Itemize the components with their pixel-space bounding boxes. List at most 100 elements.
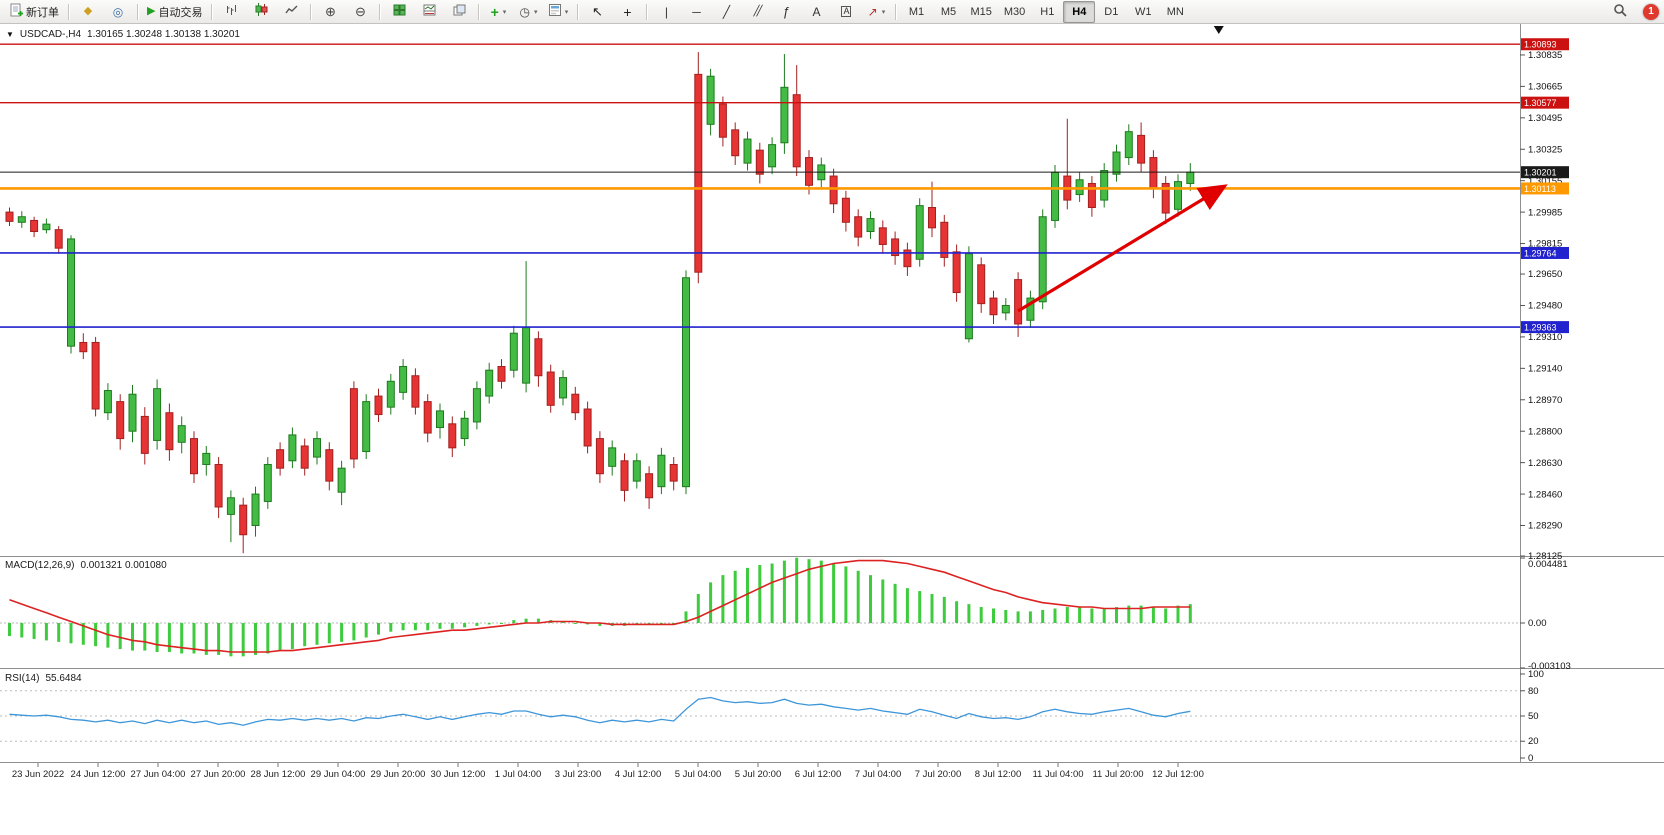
arrows-icon: ↗ xyxy=(867,4,878,19)
time-tick-label: 30 Jun 12:00 xyxy=(431,769,486,780)
macd-bar xyxy=(131,622,134,651)
trend-arrow[interactable] xyxy=(1017,184,1228,313)
chart-ohlc-values: 1.30165 1.30248 1.30138 1.30201 xyxy=(87,29,240,40)
tile-windows-button[interactable] xyxy=(384,1,414,23)
chart-expander-icon[interactable]: ▼ xyxy=(6,30,14,39)
price-tick-label: 1.29985 xyxy=(1528,207,1562,218)
rsi-scale-label: 80 xyxy=(1528,686,1539,697)
macd-bar xyxy=(758,564,762,623)
time-axis[interactable] xyxy=(0,763,1520,783)
text-button[interactable]: A xyxy=(801,1,831,23)
candle xyxy=(1161,182,1170,214)
candle xyxy=(448,423,457,449)
candle xyxy=(522,327,531,384)
toolbar-separator xyxy=(478,3,480,20)
price-scale[interactable] xyxy=(1521,24,1664,762)
candle xyxy=(805,157,813,186)
zoom-in-button[interactable]: ⊕ xyxy=(315,1,345,23)
macd-bar xyxy=(401,622,405,631)
timeframe-m5-button[interactable]: M5 xyxy=(940,5,957,18)
candle xyxy=(743,138,752,164)
zoom-in-icon: ⊕ xyxy=(325,4,336,19)
trendline-button[interactable]: ╱ xyxy=(711,1,741,23)
timeframe-h4-button[interactable]: H4 xyxy=(1063,0,1096,23)
candle xyxy=(595,438,604,475)
time-tick-label: 11 Jul 04:00 xyxy=(1032,769,1083,780)
time-tick-label: 23 Jun 2022 xyxy=(12,769,64,780)
time-tick-label: 6 Jul 12:00 xyxy=(795,769,841,780)
price-tick-label: 1.29480 xyxy=(1528,301,1562,312)
indicator-window-button[interactable] xyxy=(414,1,444,23)
templates-button[interactable]: ▾ xyxy=(543,1,573,23)
candle xyxy=(915,205,924,260)
arrange-windows-button[interactable] xyxy=(444,1,474,23)
horizontal-line-button[interactable]: ─ xyxy=(681,1,711,23)
candle xyxy=(325,449,334,482)
search-button[interactable] xyxy=(1605,1,1635,23)
auto-trading-button[interactable]: ▶ 自动交易 xyxy=(142,1,207,23)
notification-badge[interactable]: 1 xyxy=(1643,3,1659,20)
macd-bar xyxy=(881,579,885,623)
timeframe-m15-button[interactable]: M15 xyxy=(970,5,992,18)
zoom-out-button[interactable]: ⊖ xyxy=(345,1,375,23)
chevron-down-icon: ▾ xyxy=(533,8,538,16)
candlestick-series xyxy=(5,52,1195,554)
timeframe-d1-button[interactable]: D1 xyxy=(1104,5,1119,18)
candlestick-chart-button[interactable] xyxy=(246,1,276,23)
macd-bar xyxy=(315,622,319,645)
periods-button[interactable]: ◷ ▾ xyxy=(513,1,543,23)
macd-values: 0.001321 0.001080 xyxy=(80,560,167,571)
macd-bar xyxy=(782,560,786,623)
macd-bar xyxy=(500,622,503,624)
candle xyxy=(583,408,592,447)
macd-bar xyxy=(450,622,454,629)
candle xyxy=(67,238,75,347)
candle xyxy=(1124,131,1133,159)
candle xyxy=(300,445,309,469)
macd-bar xyxy=(180,622,184,654)
macd-bar xyxy=(278,622,282,651)
candle xyxy=(534,338,543,377)
chevron-down-icon: ▾ xyxy=(502,8,507,16)
candle xyxy=(472,388,481,423)
timeframe-m30-button[interactable]: M30 xyxy=(1003,5,1026,18)
equidistant-channel-button[interactable]: ╱╱ xyxy=(741,1,771,23)
timeframe-m1-button[interactable]: M1 xyxy=(908,5,925,18)
price-tick-label: 1.28630 xyxy=(1528,458,1562,469)
candle xyxy=(91,341,100,410)
macd-bar xyxy=(672,622,676,624)
macd-bar xyxy=(290,622,294,650)
candle xyxy=(54,229,63,249)
macd-bar xyxy=(598,622,602,626)
macd-bar xyxy=(1028,611,1032,623)
cursor-button[interactable]: ↖ xyxy=(582,1,612,23)
indicators-icon: + xyxy=(490,3,499,20)
time-tick-label: 1 Jul 04:00 xyxy=(495,769,541,780)
line-chart-button[interactable] xyxy=(276,1,306,23)
fibonacci-button[interactable]: ƒ xyxy=(771,1,801,23)
new-order-button[interactable]: 新订单 xyxy=(5,1,64,23)
vertical-line-button[interactable]: | xyxy=(651,1,681,23)
timeframe-mn-button[interactable]: MN xyxy=(1166,5,1184,18)
chart-shift-marker[interactable] xyxy=(1213,26,1224,34)
market-watch-button[interactable]: ◆ xyxy=(73,1,103,23)
macd-bar xyxy=(192,622,196,654)
bar-chart-button[interactable] xyxy=(216,1,246,23)
candle xyxy=(190,438,198,475)
navigator-button[interactable]: ◎ xyxy=(103,1,133,23)
macd-bar xyxy=(844,566,848,623)
macd-bar xyxy=(1004,609,1008,623)
crosshair-button[interactable]: + xyxy=(612,1,642,23)
price-tag-label: 1.29764 xyxy=(1524,248,1557,258)
rsi-value: 55.6484 xyxy=(45,673,82,684)
toolbar-separator xyxy=(646,3,648,20)
text-label-button[interactable]: A xyxy=(831,1,861,23)
timeframe-w1-button[interactable]: W1 xyxy=(1135,5,1152,18)
indicators-button[interactable]: + ▾ xyxy=(483,1,513,23)
periods-icon: ◷ xyxy=(519,4,530,19)
candle xyxy=(731,129,740,157)
macd-bar xyxy=(942,596,946,623)
timeframe-h1-button[interactable]: H1 xyxy=(1040,5,1055,18)
arrows-button[interactable]: ↗ ▾ xyxy=(861,1,891,23)
